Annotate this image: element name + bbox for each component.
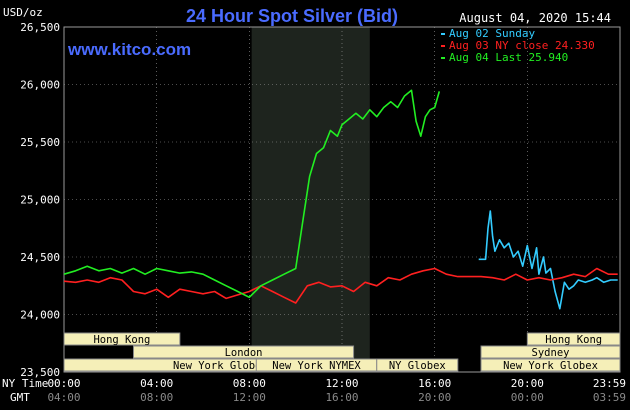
session-box bbox=[480, 345, 621, 359]
timestamp: August 04, 2020 15:44 bbox=[459, 11, 611, 25]
gmt-tick-label: 12:00 bbox=[233, 391, 266, 404]
ny-tick-label: 23:59 bbox=[593, 377, 626, 390]
chart-title: 24 Hour Spot Silver (Bid) bbox=[186, 6, 398, 26]
session-label: New York Globex bbox=[173, 360, 268, 372]
series-line bbox=[63, 267, 618, 304]
ny-tick-label: 20:00 bbox=[511, 377, 544, 390]
gmt-tick-label: 00:00 bbox=[511, 391, 544, 404]
series-line bbox=[63, 89, 441, 299]
ny-tick-label: 12:00 bbox=[325, 377, 358, 390]
legend-swatch bbox=[441, 33, 445, 35]
shaded-range bbox=[251, 27, 370, 372]
legend-swatch bbox=[441, 57, 445, 59]
session-box bbox=[480, 358, 621, 372]
y-tick-label: 25,000 bbox=[20, 194, 60, 207]
x-tick-labels: 00:0004:0004:0008:0008:0012:0012:0016:00… bbox=[47, 377, 626, 404]
ny-time-label: NY Time bbox=[2, 377, 48, 390]
ny-tick-label: 00:00 bbox=[47, 377, 80, 390]
session-box bbox=[63, 332, 181, 346]
session-label: New York Globex bbox=[503, 360, 598, 372]
gmt-tick-label: 16:00 bbox=[325, 391, 358, 404]
y-tick-label: 24,500 bbox=[20, 251, 60, 264]
session-label: Hong Kong bbox=[545, 334, 602, 346]
y-tick-label: 23,500 bbox=[20, 366, 60, 379]
legend-entry: Aug 04 Last 25.940 bbox=[449, 51, 568, 64]
price-series bbox=[63, 89, 618, 310]
y-tick-labels: 23,500 24,000 24,500 25,000 25,500 26,000 26,5… bbox=[20, 21, 60, 379]
legend-entry: Aug 03 NY close 24.330 bbox=[449, 39, 595, 52]
legend-swatch bbox=[441, 45, 445, 47]
session-label: New York NYMEX bbox=[272, 360, 361, 372]
session-box bbox=[376, 358, 459, 372]
gmt-tick-label: 04:00 bbox=[47, 391, 80, 404]
session-label: Hong Kong bbox=[93, 334, 150, 346]
gmt-tick-label: 08:00 bbox=[140, 391, 173, 404]
series-line bbox=[478, 210, 618, 310]
gmt-label: GMT bbox=[10, 391, 30, 404]
legend-entry: Aug 02 Sunday bbox=[449, 27, 535, 40]
unit-label: USD/oz bbox=[3, 6, 43, 19]
y-tick-label: 26,000 bbox=[20, 79, 60, 92]
shaded-region bbox=[251, 27, 370, 372]
session-box bbox=[133, 345, 355, 359]
ny-tick-label: 08:00 bbox=[233, 377, 266, 390]
session-box bbox=[526, 332, 621, 346]
y-tick-label: 24,000 bbox=[20, 309, 60, 322]
session-label: Sydney bbox=[532, 347, 570, 359]
y-tick-label: 25,500 bbox=[20, 136, 60, 149]
ny-tick-label: 16:00 bbox=[418, 377, 451, 390]
ny-tick-label: 04:00 bbox=[140, 377, 173, 390]
gmt-tick-label: 03:59 bbox=[593, 391, 626, 404]
session-label: London bbox=[225, 347, 263, 359]
gmt-tick-label: 20:00 bbox=[418, 391, 451, 404]
y-tick-label: 26,500 bbox=[20, 21, 60, 34]
session-label: NY Globex bbox=[389, 360, 446, 372]
gridlines bbox=[63, 26, 621, 373]
watermark: www.kitco.com bbox=[67, 40, 191, 59]
